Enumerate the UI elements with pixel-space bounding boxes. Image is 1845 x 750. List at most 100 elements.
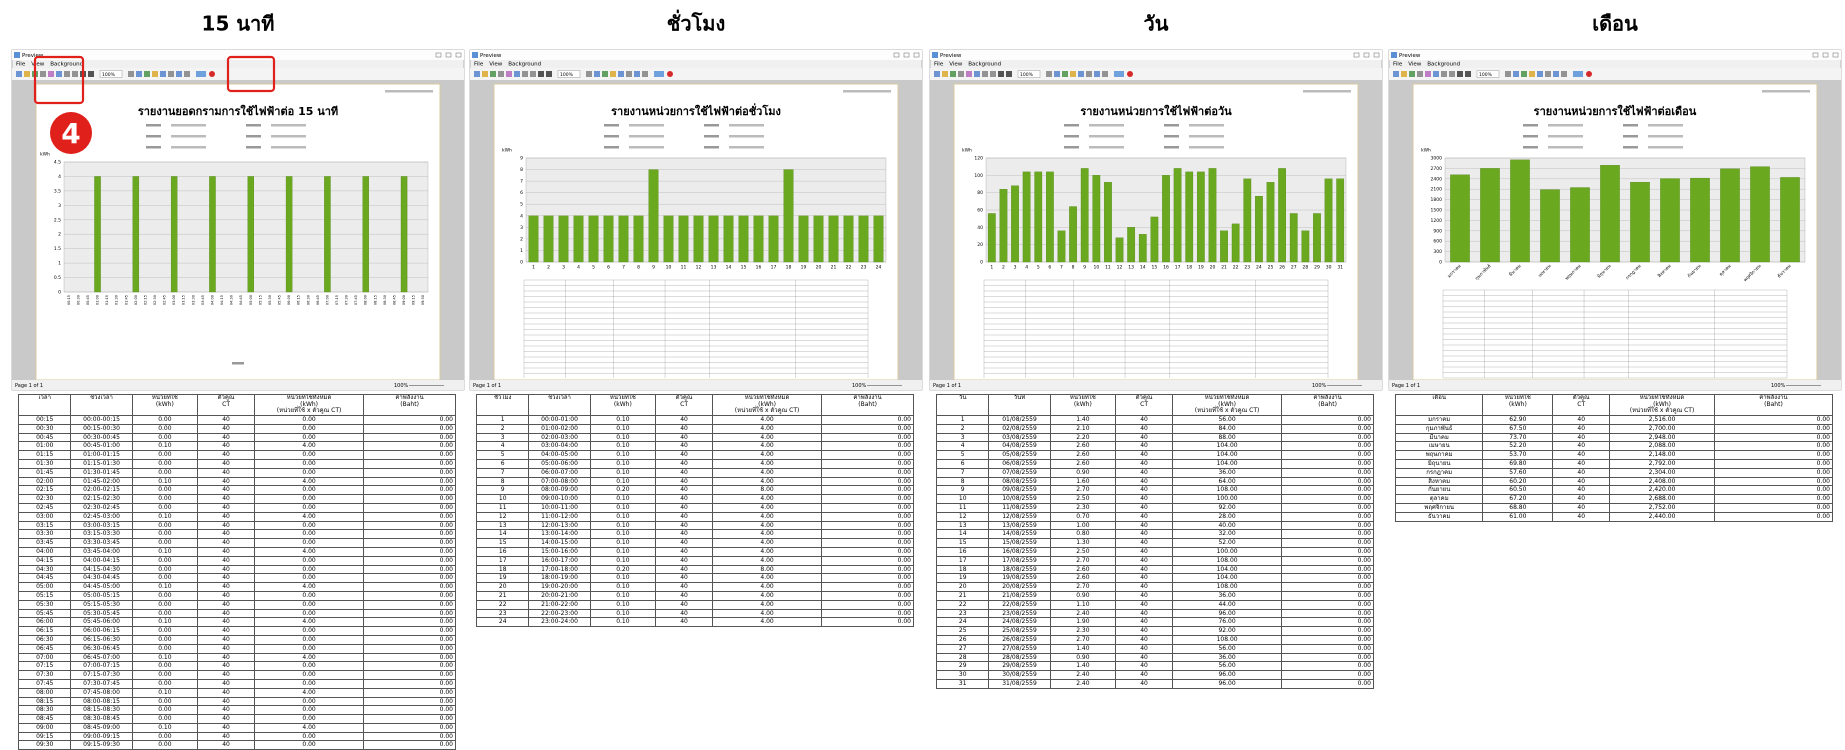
table-cell: 0.00 (254, 495, 363, 504)
toolbar-icon (1457, 71, 1463, 77)
table-cell: 23:00-24:00 (529, 618, 590, 627)
table-cell: 40 (656, 468, 713, 477)
y-tick-label: 0 (1439, 260, 1442, 266)
table-cell: 0.00 (1714, 424, 1832, 433)
table-cell: 40 (1116, 442, 1173, 451)
table-cell: 06:00 (19, 618, 71, 627)
table-cell: 0.10 (590, 459, 656, 468)
y-tick-label: 40 (977, 225, 983, 231)
table-cell: 40 (1116, 530, 1173, 539)
table-cell: 02:15-02:30 (71, 495, 132, 504)
table-cell: 0.10 (132, 653, 198, 662)
table-cell: 40 (656, 600, 713, 609)
table-cell: 60.50 (1483, 486, 1553, 495)
table-cell: 40 (656, 618, 713, 627)
table-cell: 0.00 (132, 627, 198, 636)
table-cell: 10/08/2559 (989, 495, 1050, 504)
table-cell: 14/08/2559 (989, 530, 1050, 539)
bar (679, 216, 689, 262)
bar (1058, 231, 1065, 262)
table-cell: 2,440.00 (1610, 512, 1715, 521)
table-cell: 0.00 (822, 424, 914, 433)
table-cell: 20 (477, 583, 529, 592)
table-cell: 0.00 (1714, 495, 1832, 504)
bar (1690, 178, 1709, 262)
table-cell: 0.00 (364, 416, 456, 425)
table-cell: 0.00 (364, 503, 456, 512)
table-cell: 40 (1116, 556, 1173, 565)
bar (709, 216, 719, 262)
table-cell: 01/08/2559 (989, 416, 1050, 425)
table-cell: 0.00 (1714, 486, 1832, 495)
report-info (246, 146, 261, 149)
table-cell: 0.00 (364, 662, 456, 671)
table-cell: 40 (656, 433, 713, 442)
x-tick-label: 01:45 (124, 295, 128, 305)
print-stamp (385, 90, 433, 93)
table-cell: 2,752.00 (1610, 503, 1715, 512)
table-cell: 0.00 (254, 556, 363, 565)
table-cell: 40 (198, 618, 255, 627)
table-cell: 96.00 (1172, 671, 1281, 680)
table-cell: 0.00 (364, 451, 456, 460)
bar (1750, 167, 1769, 262)
table-cell: 8.00 (712, 565, 821, 574)
x-tick-label: 5 (592, 265, 595, 271)
table-cell: 2.40 (1050, 609, 1116, 618)
table-cell: 0.90 (1050, 591, 1116, 600)
bar (363, 176, 369, 292)
table-cell: 05:30 (19, 600, 71, 609)
table-cell: 1.40 (1050, 662, 1116, 671)
y-tick-label: 600 (1433, 239, 1442, 245)
table-cell: 40 (198, 653, 255, 662)
x-tick-label: 6 (1048, 265, 1051, 271)
x-tick-label: 1 (990, 265, 993, 271)
table-cell: 40 (1553, 451, 1610, 460)
menu-item: Background (1427, 62, 1460, 68)
x-tick-label: 23 (861, 265, 867, 271)
table-cell: 8 (477, 477, 529, 486)
table-header: หน่วยที่ใช้ (kWh) (132, 395, 198, 416)
table-cell: 24 (937, 618, 989, 627)
report-info (1623, 146, 1638, 149)
x-tick-label: 09:30 (421, 295, 425, 305)
table-cell: 0.00 (822, 416, 914, 425)
x-tick-label: 08:45 (392, 295, 396, 305)
table-cell: 40 (198, 627, 255, 636)
table-cell: 07:15 (19, 662, 71, 671)
table-cell: 40 (1116, 547, 1173, 556)
bar (1000, 189, 1007, 262)
table-cell: 4.00 (712, 539, 821, 548)
bar (1069, 207, 1076, 262)
table-cell: 32.00 (1172, 530, 1281, 539)
table-cell: 1.60 (1050, 477, 1116, 486)
table-cell: 07:00-07:15 (71, 662, 132, 671)
table-cell: 84.00 (1172, 424, 1281, 433)
table-cell: 3 (477, 433, 529, 442)
x-tick-label: 31 (1337, 265, 1343, 271)
table-cell: 0.00 (132, 530, 198, 539)
table-cell: 18 (937, 565, 989, 574)
y-axis-label: kWh (1421, 148, 1431, 154)
table-cell: 108.00 (1172, 556, 1281, 565)
bar (1023, 172, 1030, 262)
y-tick-label: 7 (520, 179, 523, 185)
report-info (246, 124, 261, 127)
table-cell: 0.00 (1282, 627, 1374, 636)
x-tick-label: 7 (622, 265, 625, 271)
table-cell: 9 (477, 486, 529, 495)
table-cell: 0.00 (132, 732, 198, 741)
table-cell: 06:45-07:00 (71, 653, 132, 662)
x-tick-label: 05:00 (249, 295, 253, 305)
table-cell: 0.00 (822, 442, 914, 451)
y-tick-label: 9 (520, 156, 523, 162)
toolbar-icon (974, 71, 980, 77)
table-cell: 40 (656, 556, 713, 565)
table-cell: 0.00 (1282, 618, 1374, 627)
table-cell: 04:15 (19, 556, 71, 565)
table-header: หน่วยที่ใช้ทั้งหมด (kWh) (หน่วยที่ใช้ x … (1610, 395, 1715, 416)
toolbar-icon (1062, 71, 1068, 77)
table-cell: 0.00 (364, 530, 456, 539)
table-cell: 21 (477, 591, 529, 600)
table-cell: 0.10 (590, 600, 656, 609)
